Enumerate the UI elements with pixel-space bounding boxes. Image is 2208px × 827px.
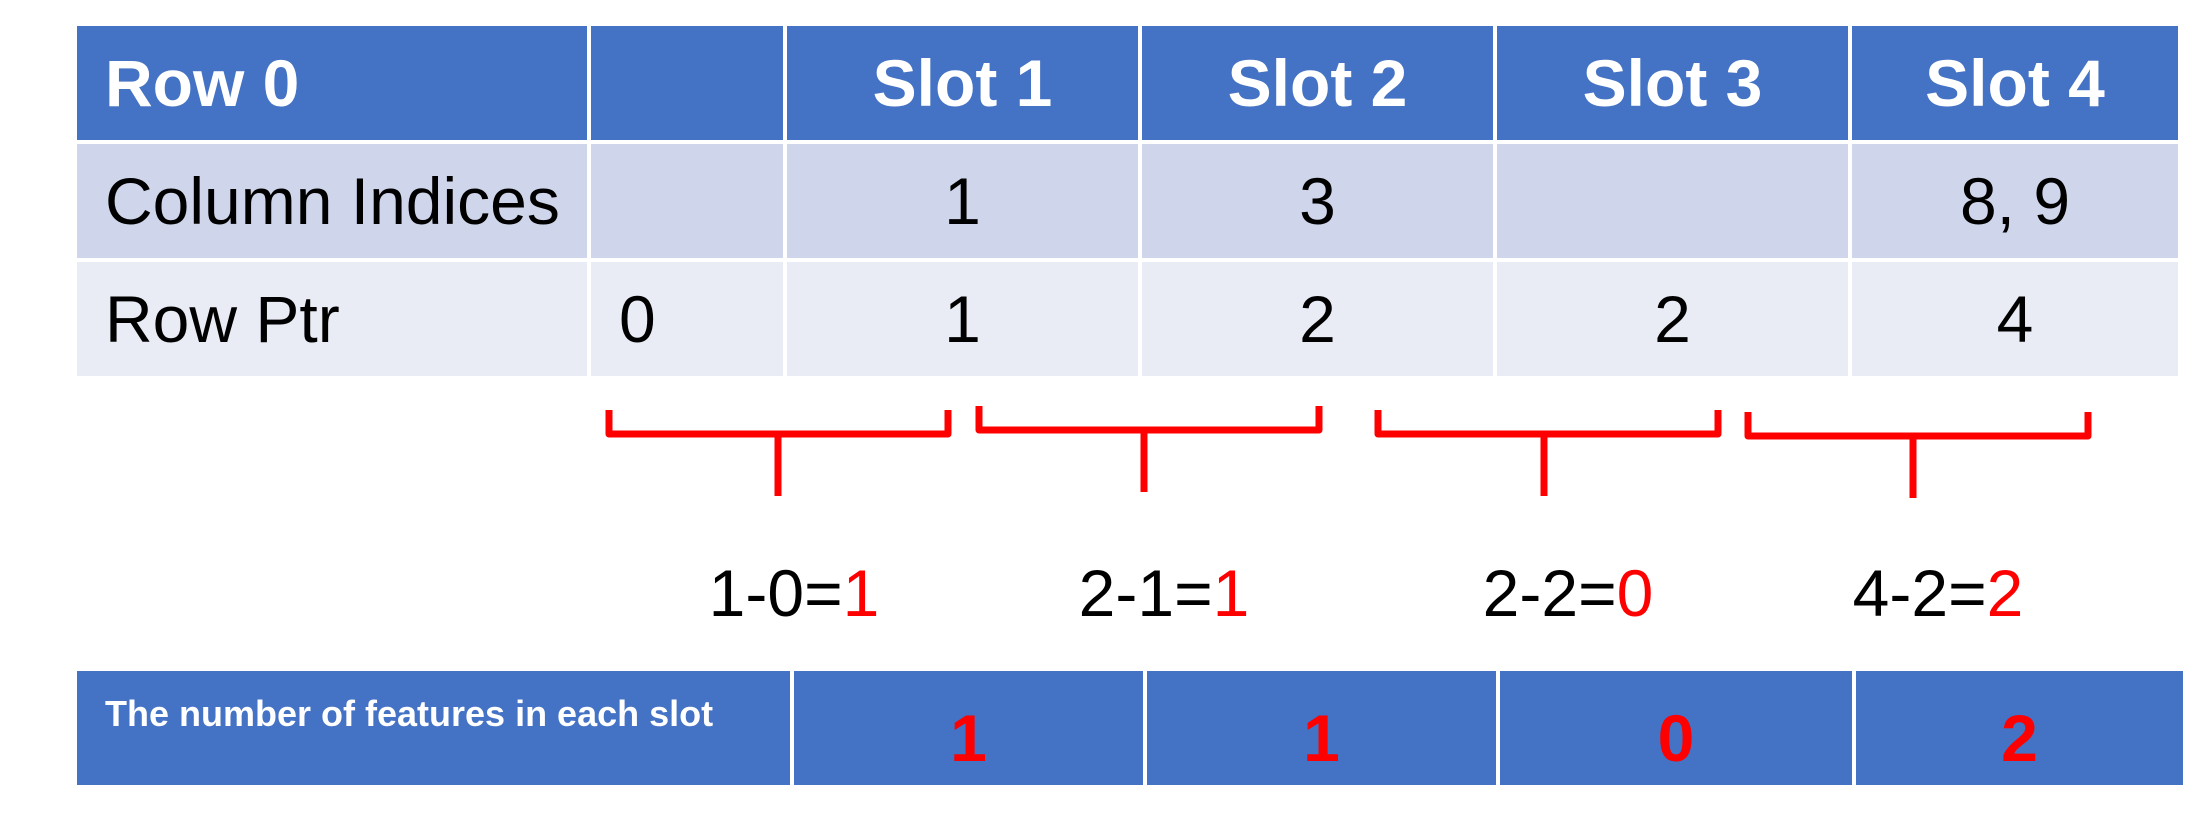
- difference-slot-2: 2-1=1: [1078, 556, 1250, 630]
- features-value-slot-1: 1: [790, 667, 1147, 789]
- difference-result: 1: [842, 556, 880, 630]
- row-ptr-cell: 2: [1493, 258, 1852, 380]
- brace-slot-4: [1744, 412, 2092, 498]
- column-indices-cell: [587, 140, 787, 262]
- row-ptr-cell: 1: [783, 258, 1142, 380]
- row-label-header: Row 0: [73, 22, 591, 144]
- brace-slot-3: [1374, 410, 1722, 496]
- column-indices-cell: [1493, 140, 1852, 262]
- slot-3-header: Slot 3: [1493, 22, 1852, 144]
- features-label: The number of features in each slot: [73, 667, 794, 789]
- column-indices-cell: 3: [1138, 140, 1497, 262]
- difference-slot-4: 4-2=2: [1852, 556, 2024, 630]
- row-ptr-cell: 2: [1138, 258, 1497, 380]
- slot-2-header: Slot 2: [1138, 22, 1497, 144]
- brace-slot-1: [605, 410, 952, 496]
- features-row: The number of features in each slot 1 1 …: [73, 667, 2187, 789]
- row-ptr-cell: 4: [1848, 258, 2182, 380]
- slot-1-header: Slot 1: [783, 22, 1142, 144]
- difference-slot-3: 2-2=0: [1482, 556, 1654, 630]
- row-ptr-cell: 0: [587, 258, 787, 380]
- difference-slot-1: 1-0=1: [708, 556, 880, 630]
- blank-header-cell: [587, 22, 787, 144]
- features-table: The number of features in each slot 1 1 …: [73, 667, 2187, 789]
- column-indices-cell: 8, 9: [1848, 140, 2182, 262]
- features-value-slot-4: 2: [1852, 667, 2187, 789]
- difference-result: 2: [1986, 556, 2024, 630]
- difference-result: 1: [1212, 556, 1250, 630]
- row-ptr-row: Row Ptr 0 1 2 2 4: [73, 258, 2182, 380]
- row-ptr-label: Row Ptr: [73, 258, 591, 380]
- features-value-slot-3: 0: [1496, 667, 1856, 789]
- brace-slot-2: [975, 406, 1323, 492]
- difference-result: 0: [1616, 556, 1654, 630]
- column-indices-label: Column Indices: [73, 140, 591, 262]
- header-row: Row 0 Slot 1 Slot 2 Slot 3 Slot 4: [73, 22, 2182, 144]
- slot-4-header: Slot 4: [1848, 22, 2182, 144]
- features-value-slot-2: 1: [1143, 667, 1500, 789]
- csr-table: Row 0 Slot 1 Slot 2 Slot 3 Slot 4 Column…: [73, 22, 2182, 380]
- column-indices-cell: 1: [783, 140, 1142, 262]
- column-indices-row: Column Indices 1 3 8, 9: [73, 140, 2182, 262]
